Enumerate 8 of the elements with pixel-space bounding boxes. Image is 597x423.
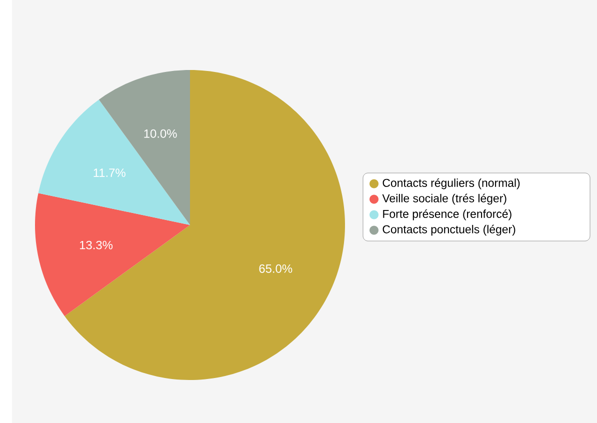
data-label: 11.7% — [94, 168, 126, 177]
data-label: 13.3% — [80, 240, 113, 250]
data-label: 10.0% — [144, 129, 177, 138]
legend-label: Contacts réguliers (normal) — [382, 178, 520, 190]
legend-label: Contacts ponctuels (léger) — [382, 224, 516, 236]
data-label: 65.0% — [259, 264, 292, 273]
legend-label: Forte présence (renforcé) — [383, 209, 512, 220]
legend-label: Veille sociale (trés léger) — [382, 194, 506, 205]
